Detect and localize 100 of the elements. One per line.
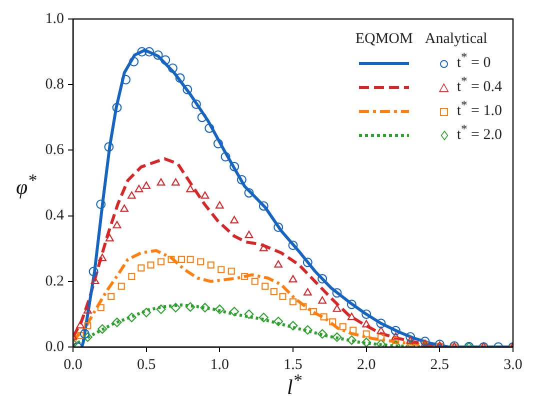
point xyxy=(220,152,230,162)
point xyxy=(362,338,372,347)
point xyxy=(171,178,180,186)
point xyxy=(144,47,154,57)
point xyxy=(376,318,386,328)
point xyxy=(274,222,284,232)
y-tick-label: 1.0 xyxy=(45,10,64,27)
point xyxy=(318,274,328,284)
point xyxy=(329,318,336,326)
point xyxy=(213,138,223,148)
point xyxy=(288,240,298,250)
point xyxy=(332,288,342,298)
point xyxy=(376,339,386,347)
point xyxy=(270,288,278,296)
point xyxy=(230,162,240,172)
point xyxy=(197,112,207,122)
point xyxy=(274,316,284,326)
point xyxy=(112,220,122,228)
x-tick-label: 1.5 xyxy=(284,356,302,373)
point xyxy=(339,323,346,330)
point xyxy=(153,50,163,60)
point xyxy=(127,191,136,199)
point xyxy=(320,313,328,320)
point xyxy=(76,332,84,340)
point xyxy=(118,282,125,290)
point xyxy=(288,275,298,282)
point xyxy=(112,318,122,328)
point xyxy=(88,266,98,276)
y-tick-label: 0.0 xyxy=(45,338,64,355)
point xyxy=(377,334,385,341)
x-tick-label: 2.5 xyxy=(430,356,450,373)
point xyxy=(157,258,165,266)
point xyxy=(215,201,224,209)
point xyxy=(80,329,90,339)
point xyxy=(82,332,92,342)
annotation: Analytical xyxy=(424,30,488,49)
point xyxy=(392,336,400,344)
point xyxy=(376,326,386,334)
point xyxy=(362,309,372,319)
point xyxy=(175,73,185,83)
point xyxy=(244,309,254,319)
point xyxy=(96,200,106,210)
point xyxy=(332,304,342,312)
point xyxy=(182,84,192,94)
point xyxy=(142,182,151,189)
point xyxy=(332,332,342,342)
point xyxy=(300,303,307,310)
point xyxy=(83,306,92,314)
point xyxy=(346,300,356,310)
point xyxy=(108,292,115,300)
point xyxy=(258,201,268,211)
point xyxy=(168,63,178,73)
point xyxy=(126,312,136,322)
point xyxy=(76,320,85,328)
point xyxy=(302,325,312,335)
annotation: EQMOM xyxy=(354,30,414,49)
point xyxy=(214,304,224,314)
legend-label: t$^{*}$ = 0.4 xyxy=(456,74,502,95)
point xyxy=(90,276,100,284)
point xyxy=(129,56,139,66)
y-tick-label: 0.6 xyxy=(45,142,64,158)
point xyxy=(230,216,239,224)
point xyxy=(156,178,166,186)
legend-label: t$^{*}$ = 0 xyxy=(456,50,491,71)
point xyxy=(318,329,328,339)
legend-label: t$^{*}$ = 2.0 xyxy=(456,122,502,143)
point xyxy=(160,55,170,65)
point xyxy=(186,256,194,263)
point xyxy=(406,336,415,344)
point xyxy=(178,256,186,263)
x-tick-label: 2.0 xyxy=(356,356,376,373)
point xyxy=(350,326,357,334)
point xyxy=(147,261,154,269)
x-tick-label: 3.0 xyxy=(504,356,522,373)
point xyxy=(241,272,248,280)
point xyxy=(218,266,225,274)
point xyxy=(274,260,283,268)
legend-label: t$^{*}$ = 1.0 xyxy=(456,98,502,119)
point xyxy=(258,312,268,322)
point xyxy=(251,278,258,285)
x-tick-label: 1.0 xyxy=(210,356,230,373)
y-axis-title: φ$^{*}$ xyxy=(16,170,36,200)
point xyxy=(142,308,152,318)
point xyxy=(303,288,312,296)
point xyxy=(302,258,312,268)
point xyxy=(346,335,356,345)
point xyxy=(362,320,371,328)
point xyxy=(197,258,204,266)
point xyxy=(279,292,286,300)
point xyxy=(105,234,114,242)
point xyxy=(236,174,246,184)
point xyxy=(207,261,214,269)
point xyxy=(228,268,235,275)
point xyxy=(230,306,240,316)
point xyxy=(204,123,214,133)
point xyxy=(200,302,210,312)
point xyxy=(318,296,327,304)
point xyxy=(104,142,114,152)
point xyxy=(259,244,268,252)
y-tick-label: 0.8 xyxy=(45,76,64,93)
